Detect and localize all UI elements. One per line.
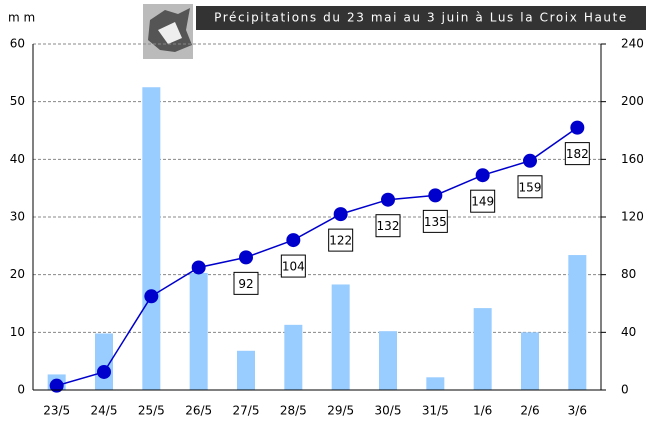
y-tick-label: 60 bbox=[10, 37, 25, 51]
data-label-box bbox=[564, 142, 590, 166]
x-tick-label: 27/5 bbox=[233, 404, 260, 418]
data-label-box bbox=[328, 228, 354, 252]
x-tick-label: 26/5 bbox=[185, 404, 212, 418]
bar bbox=[568, 255, 587, 390]
bar bbox=[379, 331, 397, 390]
line-marker bbox=[286, 233, 301, 248]
y-tick-label: 30 bbox=[10, 210, 25, 224]
bar bbox=[521, 332, 539, 390]
line-marker bbox=[570, 120, 585, 135]
x-tick-label: 28/5 bbox=[280, 404, 307, 418]
bar bbox=[189, 272, 208, 390]
y-tick-label: 20 bbox=[10, 267, 25, 281]
data-label-box bbox=[470, 189, 496, 213]
data-label: 122 bbox=[329, 234, 352, 248]
data-label-box bbox=[517, 175, 543, 199]
y-axis-label: m m bbox=[8, 11, 35, 25]
line-marker bbox=[97, 364, 111, 379]
y-tick-label: 0 bbox=[17, 383, 25, 397]
bar bbox=[237, 350, 255, 390]
x-tick-label: 3/6 bbox=[568, 404, 587, 418]
line-marker bbox=[381, 192, 395, 207]
x-tick-label: 30/5 bbox=[375, 404, 402, 418]
data-label: 104 bbox=[282, 260, 305, 274]
line-marker bbox=[475, 168, 490, 183]
line-marker bbox=[333, 207, 348, 222]
data-label: 132 bbox=[377, 219, 400, 233]
data-label: 182 bbox=[566, 147, 589, 161]
x-tick-label: 25/5 bbox=[138, 404, 165, 418]
y2-tick-label: 0 bbox=[621, 383, 629, 397]
bar bbox=[142, 87, 161, 390]
data-label: 135 bbox=[424, 215, 447, 229]
bar bbox=[426, 377, 445, 390]
x-tick-label: 23/5 bbox=[43, 404, 70, 418]
bar bbox=[331, 284, 350, 390]
line bbox=[56, 127, 578, 387]
data-label: 159 bbox=[519, 180, 542, 194]
x-tick-label: 31/5 bbox=[422, 404, 449, 418]
y2-tick-label: 240 bbox=[621, 37, 644, 51]
data-label-box bbox=[375, 214, 401, 238]
y2-tick-label: 160 bbox=[621, 152, 644, 166]
logo bbox=[143, 4, 193, 59]
line-marker bbox=[144, 289, 159, 304]
x-tick-label: 2/6 bbox=[520, 404, 539, 418]
bar bbox=[284, 324, 303, 390]
y2-tick-label: 40 bbox=[621, 325, 636, 339]
y2-tick-label: 120 bbox=[621, 210, 644, 224]
data-label: 149 bbox=[471, 195, 494, 209]
y-tick-label: 40 bbox=[10, 152, 25, 166]
data-label: 92 bbox=[238, 277, 253, 291]
x-tick-label: 24/5 bbox=[91, 404, 118, 418]
line-marker bbox=[428, 188, 443, 203]
chart-title: Précipitations du 23 mai au 3 juin à Lus… bbox=[214, 11, 628, 25]
line-marker bbox=[523, 153, 537, 168]
title-bar bbox=[196, 6, 646, 30]
x-tick-label: 1/6 bbox=[473, 404, 492, 418]
line-marker bbox=[239, 250, 253, 265]
y-tick-label: 10 bbox=[10, 325, 25, 339]
data-label-box bbox=[422, 209, 448, 233]
y-tick-label: 50 bbox=[10, 94, 25, 108]
data-label-box bbox=[280, 254, 306, 278]
data-label-box bbox=[233, 271, 259, 295]
bar bbox=[473, 308, 492, 390]
line-marker bbox=[191, 260, 206, 275]
y2-tick-label: 80 bbox=[621, 267, 636, 281]
y2-tick-label: 200 bbox=[621, 94, 644, 108]
x-tick-label: 29/5 bbox=[327, 404, 354, 418]
line-marker bbox=[49, 378, 64, 393]
